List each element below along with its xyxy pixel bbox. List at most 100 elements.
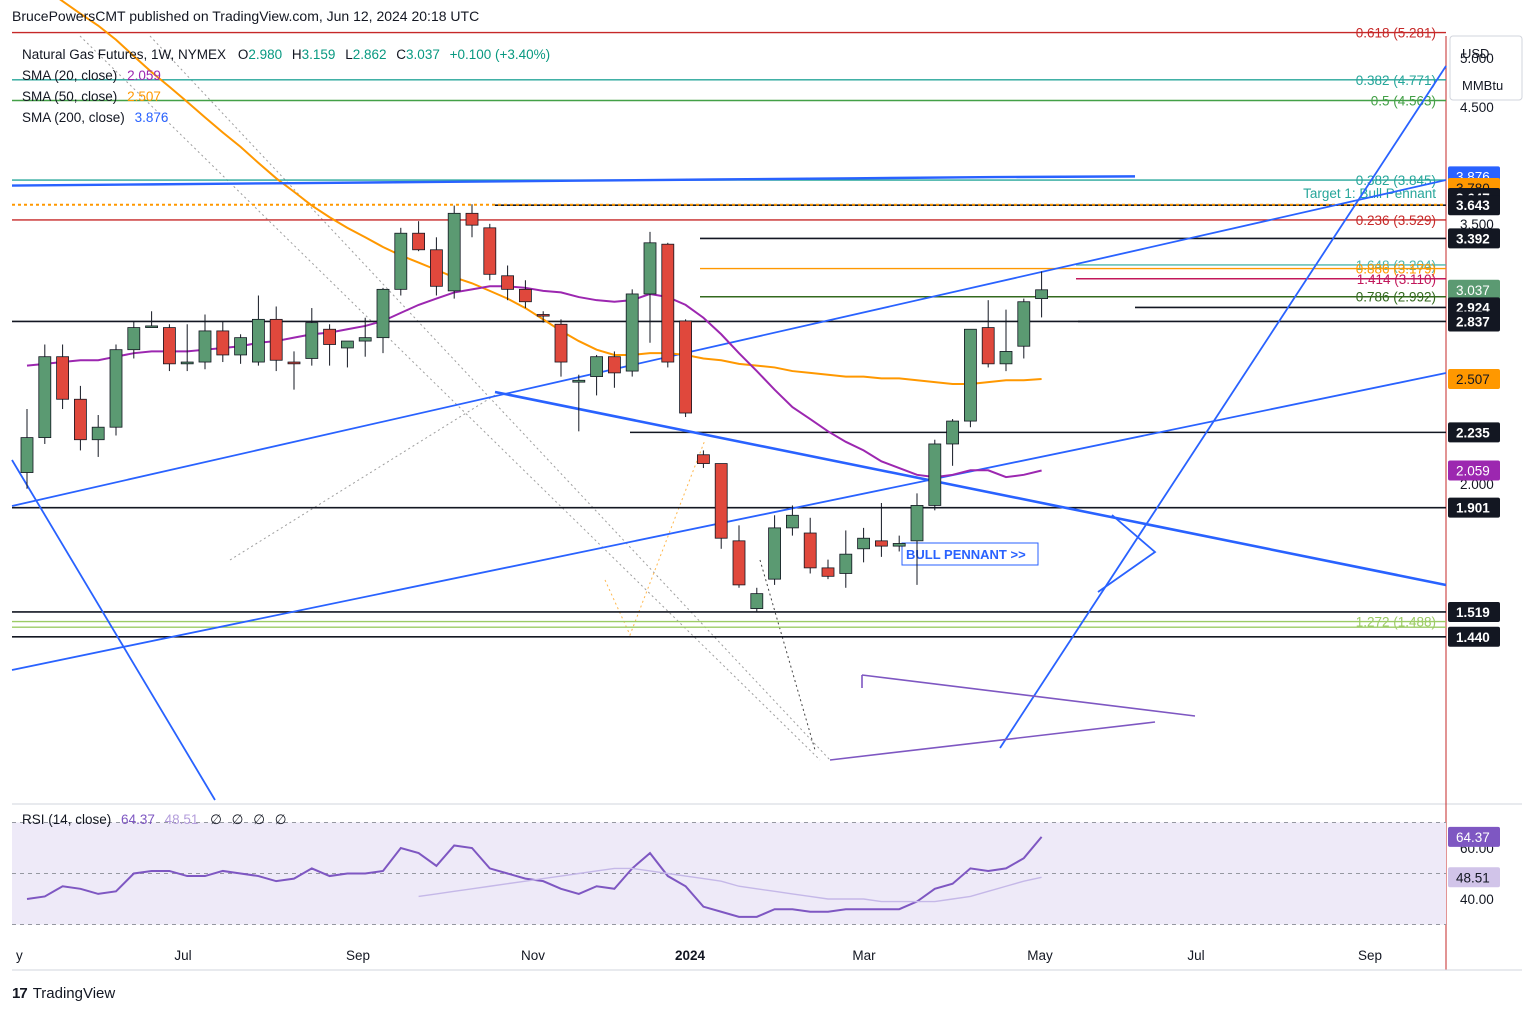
trendline: [11, 459, 216, 801]
candle-body: [643, 242, 657, 295]
candle-body: [358, 337, 372, 342]
candle-body: [857, 537, 870, 550]
price-pane: [12, 36, 1446, 800]
trendline: [11, 372, 1447, 671]
symbol-title: Natural Gas Futures, 1W, NYMEX: [22, 47, 227, 62]
candle-body: [839, 553, 853, 574]
price-tick-label: 3.500: [1460, 217, 1494, 232]
time-tick-label: Jul: [174, 948, 191, 963]
time-tick-label: May: [1027, 948, 1053, 963]
axis-price-badge-text: 2.507: [1456, 372, 1490, 387]
candle-body: [1035, 289, 1048, 300]
axis-price-badge-text: 1.519: [1456, 605, 1490, 620]
ohlc-low: L2.862: [345, 47, 387, 62]
candle-body: [412, 232, 426, 251]
tradingview-logo-icon: 17: [12, 985, 28, 1002]
fib-level-label: 0.618 (5.281): [1356, 26, 1436, 41]
rsi-value: 64.37: [121, 812, 155, 827]
axis-price-badge: [1448, 311, 1500, 332]
candle-body: [127, 327, 141, 351]
sma20-line: [26, 285, 1042, 479]
currency-label: USD: [1462, 46, 1489, 61]
sma200-value: 3.876: [134, 110, 169, 125]
candle-body: [305, 322, 319, 359]
axis-price-badge: [1448, 626, 1500, 647]
axis-price-badge-text: 3.643: [1456, 198, 1490, 213]
candle-body: [234, 337, 248, 356]
symbol-row[interactable]: Natural Gas Futures, 1W, NYMEX O2.980 H3…: [22, 44, 550, 65]
candle-body: [946, 420, 959, 445]
ohlc-open: O2.980: [237, 47, 283, 62]
candle-body: [216, 330, 230, 356]
candle-body: [768, 527, 781, 580]
trendline: [494, 390, 1447, 587]
candle-body: [964, 328, 977, 422]
candle-body: [287, 361, 301, 365]
axis-price-badge: [1448, 460, 1500, 481]
candle-body: [536, 314, 550, 317]
candle-body: [145, 325, 159, 328]
candle-body: [1017, 301, 1031, 347]
time-tick-label: 2024: [675, 948, 706, 963]
candle-body: [803, 532, 817, 569]
fib-level-label: 0.382 (4.771): [1356, 73, 1436, 88]
candle-body: [269, 318, 283, 361]
candle-body: [572, 379, 586, 383]
fib-level-label: 1.414 (3.110): [1357, 272, 1436, 287]
pennant-label: BULL PENNANT >>: [906, 547, 1026, 562]
candle-body: [732, 540, 746, 586]
axis-price-badge: [1448, 422, 1500, 443]
candle-body: [56, 356, 69, 400]
fib-level-label: 0.886 (3.179): [1356, 262, 1436, 277]
chart-legend: Natural Gas Futures, 1W, NYMEX O2.980 H3…: [22, 44, 550, 128]
time-tick-label: Mar: [852, 948, 876, 963]
price-tick-label: 4.500: [1460, 100, 1494, 115]
footer-brand: TradingView: [32, 985, 116, 1002]
ohlc-close: C3.037: [396, 47, 440, 62]
candle-body: [180, 361, 194, 365]
pennant-label-box: [901, 542, 1039, 566]
time-tick-label: Sep: [346, 948, 370, 963]
axis-price-badge-text: 3.037: [1456, 283, 1490, 298]
candle-body: [554, 323, 568, 363]
axis-price-badge: [1448, 601, 1500, 622]
ohlc-high: H3.159: [291, 47, 336, 62]
axis-price-badge-text: 3.392: [1456, 231, 1490, 246]
price-tick-label: 2.000: [1460, 477, 1494, 492]
axis-price-badge: [1448, 867, 1500, 888]
sma200-legend[interactable]: SMA (200, close) 3.876: [22, 110, 169, 125]
candle-body: [875, 540, 888, 547]
candle-body: [590, 356, 603, 377]
time-tick-label: y: [16, 948, 23, 963]
wedge-lower: [829, 721, 1156, 761]
fib-level-label: 0.786 (2.992): [1356, 290, 1436, 305]
sma50-legend[interactable]: SMA (50, close) 2.507: [22, 89, 161, 104]
candle-body: [750, 593, 764, 609]
candle-body: [714, 463, 728, 539]
axis-price-badge-text: 48.51: [1456, 870, 1490, 885]
candle-body: [625, 293, 639, 372]
rsi-legend[interactable]: RSI (14, close) 64.37 48.51 ∅ ∅ ∅ ∅: [22, 812, 289, 828]
candle-body: [465, 212, 479, 226]
sma200-line: [11, 175, 1136, 187]
sma20-value: 2.059: [127, 68, 161, 83]
axis-price-badge: [1448, 497, 1500, 518]
candle-body: [340, 340, 354, 349]
sma20-legend[interactable]: SMA (20, close) 2.059: [22, 68, 161, 83]
candle-body: [483, 227, 497, 275]
candle-body: [892, 543, 906, 547]
candle-body: [519, 288, 532, 303]
candle-body: [447, 212, 461, 292]
footer: 17 TradingView: [12, 985, 115, 1002]
time-tick-label: Nov: [521, 948, 545, 963]
sma50-line: [59, 0, 1042, 386]
candle-body: [394, 232, 408, 290]
fib-level-label: 0.382 (3.845): [1356, 173, 1436, 188]
axis-price-badge-text: 2.837: [1456, 314, 1490, 329]
axis-price-badge-text: 1.440: [1456, 630, 1490, 645]
rsi-extras: ∅ ∅ ∅ ∅: [210, 812, 290, 827]
rsi-label: RSI (14, close): [22, 812, 112, 827]
rsi-ma-value: 48.51: [164, 812, 199, 827]
